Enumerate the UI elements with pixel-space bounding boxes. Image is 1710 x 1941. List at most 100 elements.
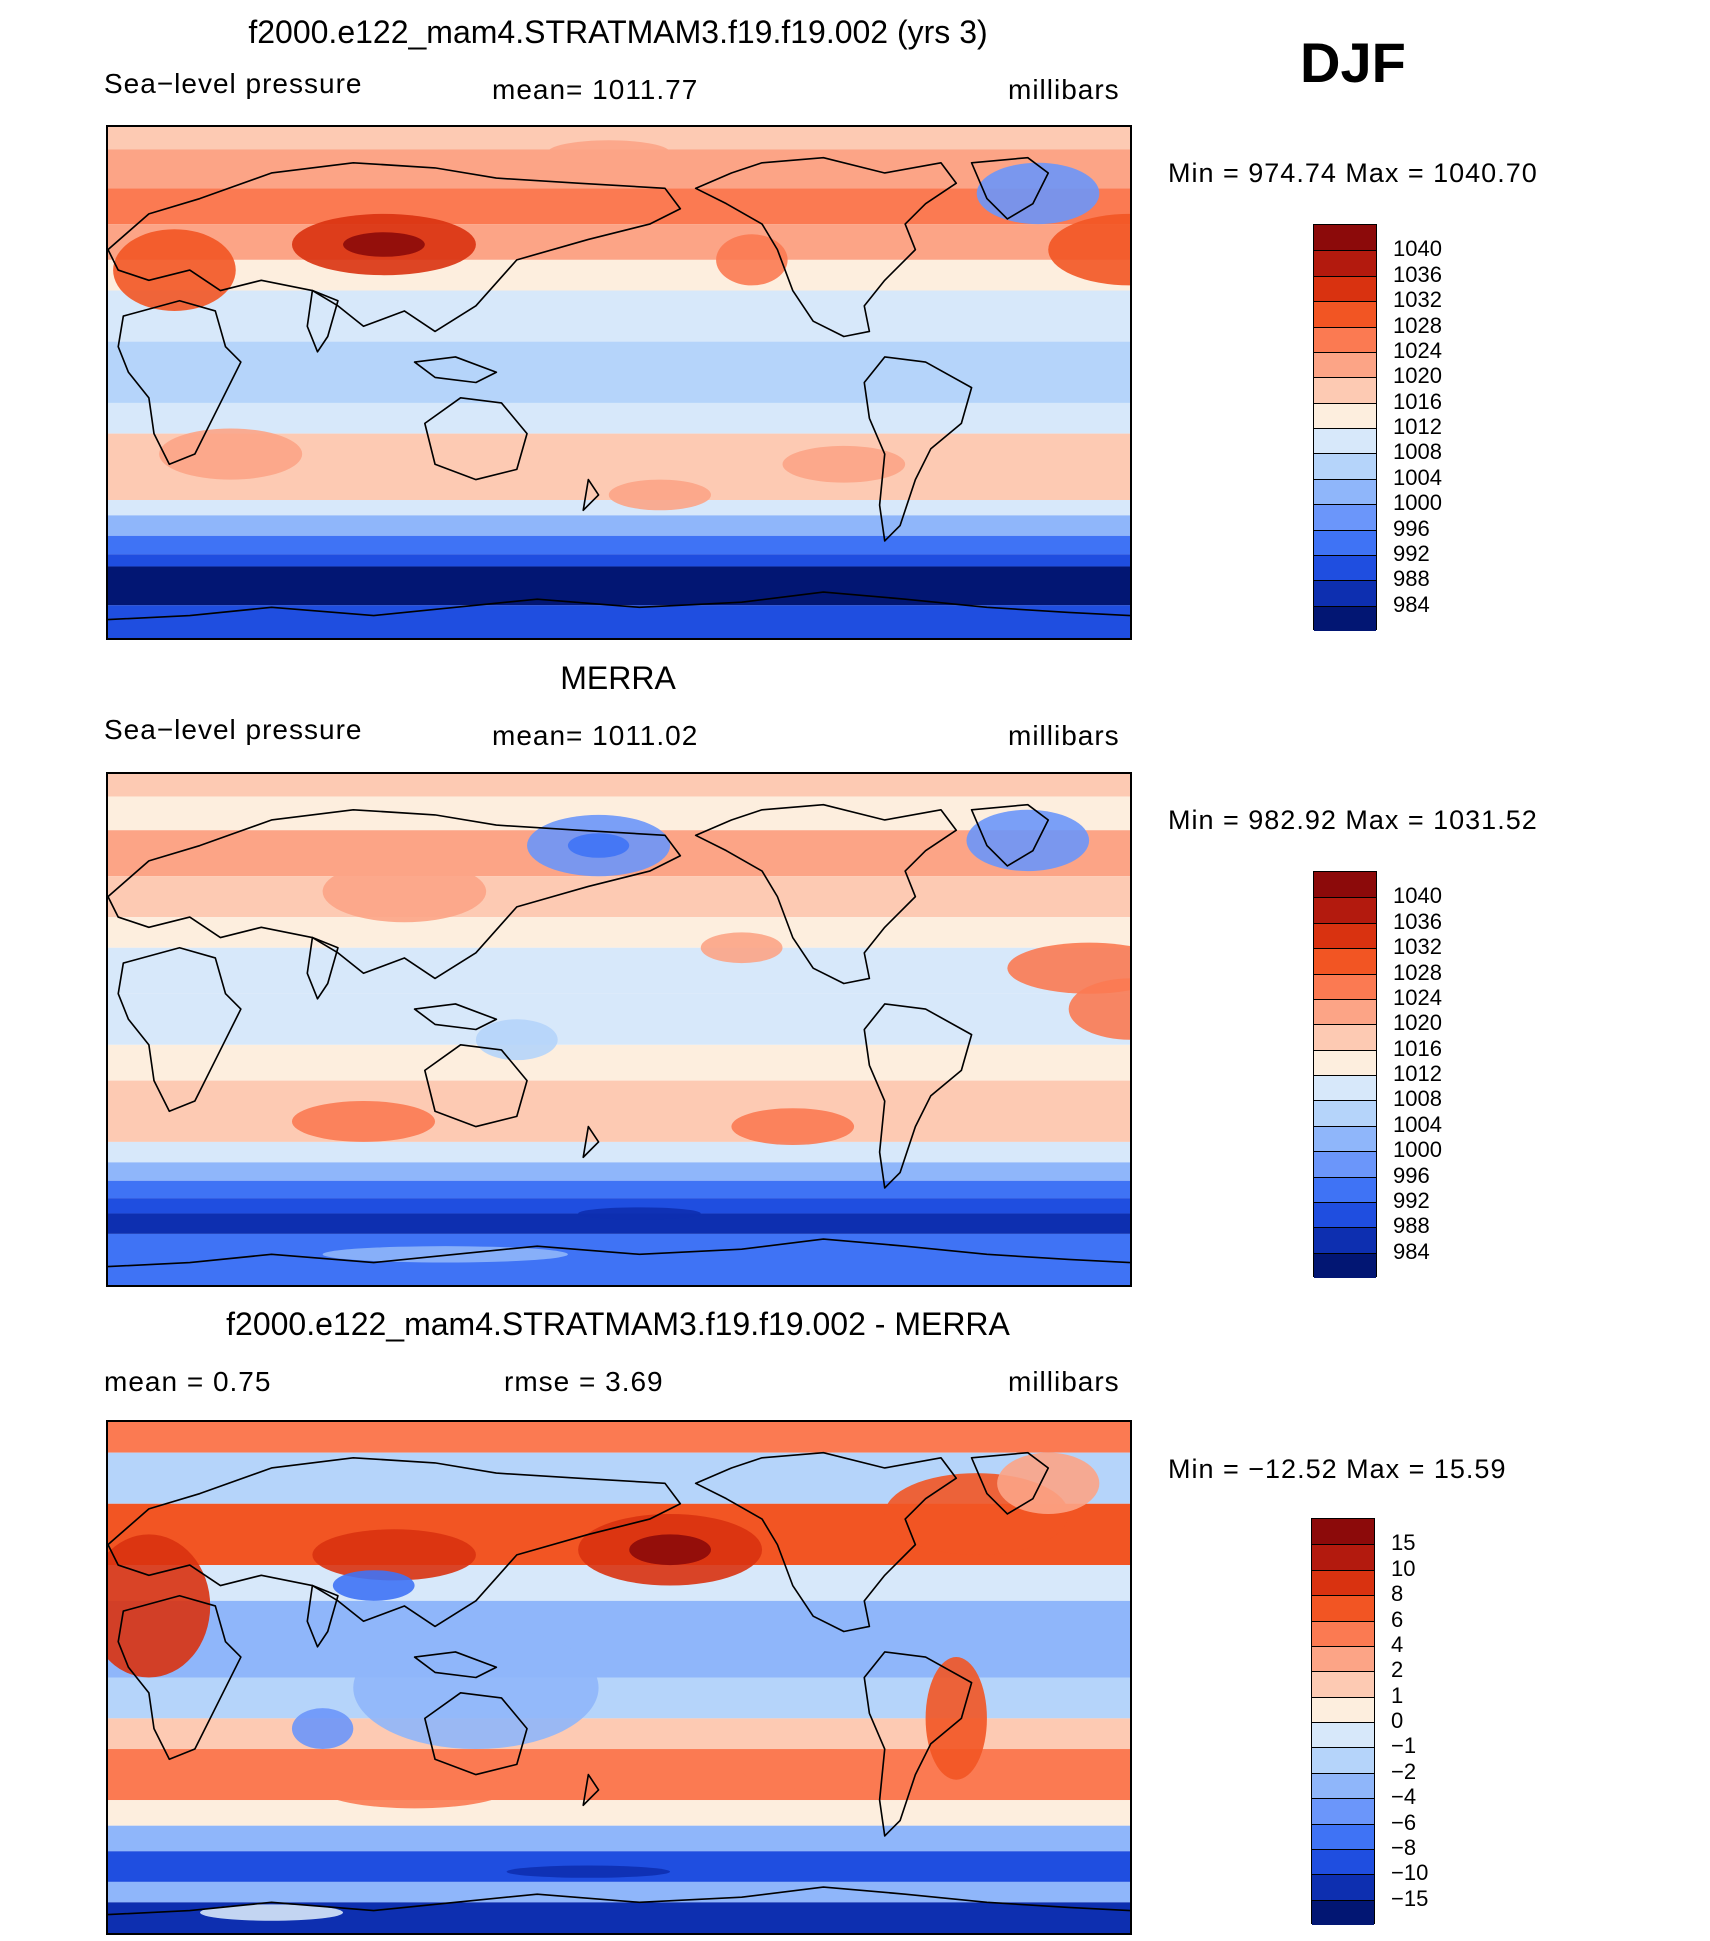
colorbar-swatch [1314,1075,1376,1101]
colorbar-swatch [1314,504,1376,530]
colorbar-swatch [1312,1544,1374,1570]
colorbar-swatch [1312,1519,1374,1545]
colorbar-tick-label: 10 [1391,1555,1416,1581]
colorbar-swatch [1314,1227,1376,1253]
panel-1-map [106,125,1132,640]
colorbar-tick-label: 984 [1393,1238,1430,1264]
colorbar-tick-label: 1004 [1393,464,1442,490]
panel-1-title: f2000.e122_mam4.STRATMAM3.f19.f19.002 (y… [248,14,988,50]
panel-3-right-label: millibars [1008,1366,1120,1397]
colorbar-tick-label: 8 [1391,1581,1404,1607]
panel-3-map [106,1420,1132,1935]
colorbar-swatch [1312,1798,1374,1824]
colorbar-tick-label: 1028 [1393,959,1442,985]
colorbar-swatch [1314,1252,1376,1278]
colorbar-swatch [1312,1569,1374,1596]
panel-3-colorbar [1311,1518,1375,1925]
colorbar-swatch [1314,1125,1376,1152]
colorbar-swatch [1314,1049,1376,1075]
colorbar-swatch [1312,1645,1374,1672]
colorbar-swatch [1312,1823,1374,1849]
colorbar-tick-label: 1008 [1393,439,1442,465]
colorbar-tick-label: 1024 [1393,984,1442,1010]
colorbar-tick-label: 984 [1393,591,1430,617]
colorbar-tick-label: −2 [1391,1758,1417,1784]
colorbar-tick-label: 1036 [1393,261,1442,287]
colorbar-swatch [1314,529,1376,555]
colorbar-swatch [1312,1747,1374,1773]
panel-2-minmax: Min = 982.92 Max = 1031.52 [1168,805,1538,835]
panel-2-right-label: millibars [1008,720,1120,751]
colorbar-swatch [1314,377,1376,403]
colorbar-swatch [1314,275,1376,302]
panel-1-minmax: Min = 974.74 Max = 1040.70 [1168,158,1538,188]
colorbar-swatch [1314,554,1376,581]
colorbar-swatch [1312,1696,1374,1722]
colorbar-tick-label: 0 [1391,1708,1404,1733]
panel-3-title: f2000.e122_mam4.STRATMAM3.f19.f19.002 - … [226,1306,1010,1342]
colorbar-tick-label: 1020 [1393,363,1442,389]
colorbar-tick-label: 1028 [1393,312,1442,338]
colorbar-tick-label: 1000 [1393,490,1442,516]
colorbar-tick-label: 1024 [1393,337,1442,363]
colorbar-tick-label: 15 [1391,1530,1416,1556]
panel-1-left-label: Sea−level pressure [104,68,363,99]
colorbar-swatch [1312,1671,1374,1697]
colorbar-tick-label: −15 [1391,1885,1429,1911]
colorbar-tick-label: 1032 [1393,287,1442,313]
panel-2-left-label: Sea−level pressure [104,714,363,745]
colorbar-tick-label: 1020 [1393,1010,1442,1036]
panel-1-colorbar [1313,224,1377,631]
colorbar-swatch [1314,1201,1376,1228]
panel-2-center-label: mean= 1011.02 [492,720,699,751]
colorbar-tick-label: 1040 [1393,883,1442,909]
colorbar-swatch [1312,1874,1374,1900]
colorbar-swatch [1314,1100,1376,1126]
colorbar-tick-label: 1000 [1393,1137,1442,1163]
colorbar-tick-label: −6 [1391,1809,1417,1835]
colorbar-tick-label: 992 [1393,1187,1430,1213]
panel-3-left-label: mean = 0.75 [104,1366,272,1397]
colorbar-tick-label: 988 [1393,1213,1430,1239]
colorbar-tick-label: 988 [1393,566,1430,592]
colorbar-tick-label: −1 [1391,1733,1417,1759]
panel-2-title: MERRA [560,660,676,696]
colorbar-swatch [1314,872,1376,898]
colorbar-tick-label: 1004 [1393,1111,1442,1137]
colorbar-tick-label: 996 [1393,515,1430,541]
colorbar-swatch [1314,250,1376,276]
colorbar-tick-label: 2 [1391,1657,1404,1683]
colorbar-swatch [1314,1176,1376,1202]
colorbar-swatch [1314,580,1376,606]
colorbar-swatch [1314,998,1376,1025]
colorbar-swatch [1314,1024,1376,1050]
colorbar-swatch [1314,402,1376,428]
colorbar-tick-label: 996 [1393,1162,1430,1188]
colorbar-tick-label: 1032 [1393,934,1442,960]
colorbar-swatch [1312,1772,1374,1799]
panel-2-map [106,772,1132,1287]
colorbar-swatch [1314,948,1376,974]
panel-1-center-label: mean= 1011.77 [492,74,699,105]
colorbar-tick-label: 1008 [1393,1086,1442,1112]
colorbar-tick-label: 1016 [1393,388,1442,414]
colorbar-swatch [1314,301,1376,327]
colorbar-swatch [1312,1620,1374,1646]
colorbar-swatch [1312,1595,1374,1621]
colorbar-tick-label: −8 [1391,1834,1417,1860]
colorbar-swatch [1314,973,1376,999]
colorbar-swatch [1312,1722,1374,1748]
panel-3-minmax: Min = −12.52 Max = 15.59 [1168,1454,1507,1484]
colorbar-swatch [1314,897,1376,923]
colorbar-swatch [1314,1151,1376,1177]
colorbar-tick-label: 1036 [1393,908,1442,934]
colorbar-tick-label: 4 [1391,1631,1404,1657]
colorbar-tick-label: −10 [1391,1860,1429,1886]
colorbar-swatch [1314,326,1376,352]
colorbar-swatch [1314,351,1376,378]
colorbar-tick-label: 1040 [1393,236,1442,262]
panel-1-right-label: millibars [1008,74,1120,105]
colorbar-tick-label: 1 [1391,1682,1404,1708]
colorbar-tick-label: 6 [1391,1606,1404,1632]
colorbar-tick-label: 1012 [1393,1061,1442,1086]
